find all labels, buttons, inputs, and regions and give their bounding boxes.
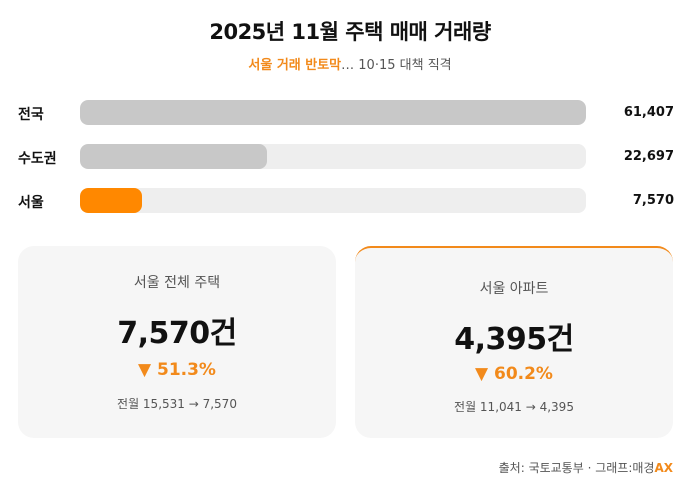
card-value: 7,570건 (117, 316, 237, 351)
card-label: 서울 아파트 (479, 281, 549, 297)
chart-title: 2025년 11월 주택 매매 거래량 (209, 20, 491, 44)
card-previous-month: 전월 11,041 → 4,395 (454, 400, 574, 414)
bar-label: 전국 (18, 107, 44, 123)
subtitle-rest: … 10·15 대책 직격 (341, 58, 452, 73)
chart-subtitle: 서울 거래 반토막… 10·15 대책 직격 (0, 54, 700, 73)
bar-value-label: 7,570 (632, 193, 674, 208)
bar (80, 144, 268, 169)
bar-value-label: 22,697 (623, 149, 674, 164)
stat-card-seoul-apartment: 서울 아파트 4,395건 ▼ 60.2% 전월 11,041 → 4,395 (355, 246, 673, 438)
bar-label: 수도권 (18, 151, 57, 167)
bar-row-seoul: 서울 7,570 (0, 187, 700, 215)
brand-logo: AX (654, 461, 673, 475)
stat-card-seoul-all-housing: 서울 전체 주택 7,570건 ▼ 51.3% 전월 15,531 → 7,57… (18, 246, 336, 438)
card-change: ▼ 60.2% (475, 364, 553, 384)
bar-row-capital-area: 수도권 22,697 (0, 143, 700, 171)
bar-row-nationwide: 전국 61,407 (0, 99, 700, 127)
bar-value-label: 61,407 (623, 105, 674, 120)
bar-track (80, 100, 586, 125)
bar (80, 188, 143, 213)
bar-track (80, 144, 586, 169)
source-text: 출처: 국토교통부 · 그래프:매경 (498, 461, 655, 475)
bar-label: 서울 (18, 195, 44, 211)
source-credit: 출처: 국토교통부 · 그래프:매경AX (499, 459, 673, 476)
bar-track (80, 188, 586, 213)
card-value: 4,395건 (454, 322, 574, 357)
subtitle-highlight: 서울 거래 반토막 (248, 58, 342, 73)
card-previous-month: 전월 15,531 → 7,570 (117, 397, 237, 411)
bar (80, 100, 586, 125)
card-change: ▼ 51.3% (138, 360, 216, 380)
card-label: 서울 전체 주택 (133, 275, 221, 291)
